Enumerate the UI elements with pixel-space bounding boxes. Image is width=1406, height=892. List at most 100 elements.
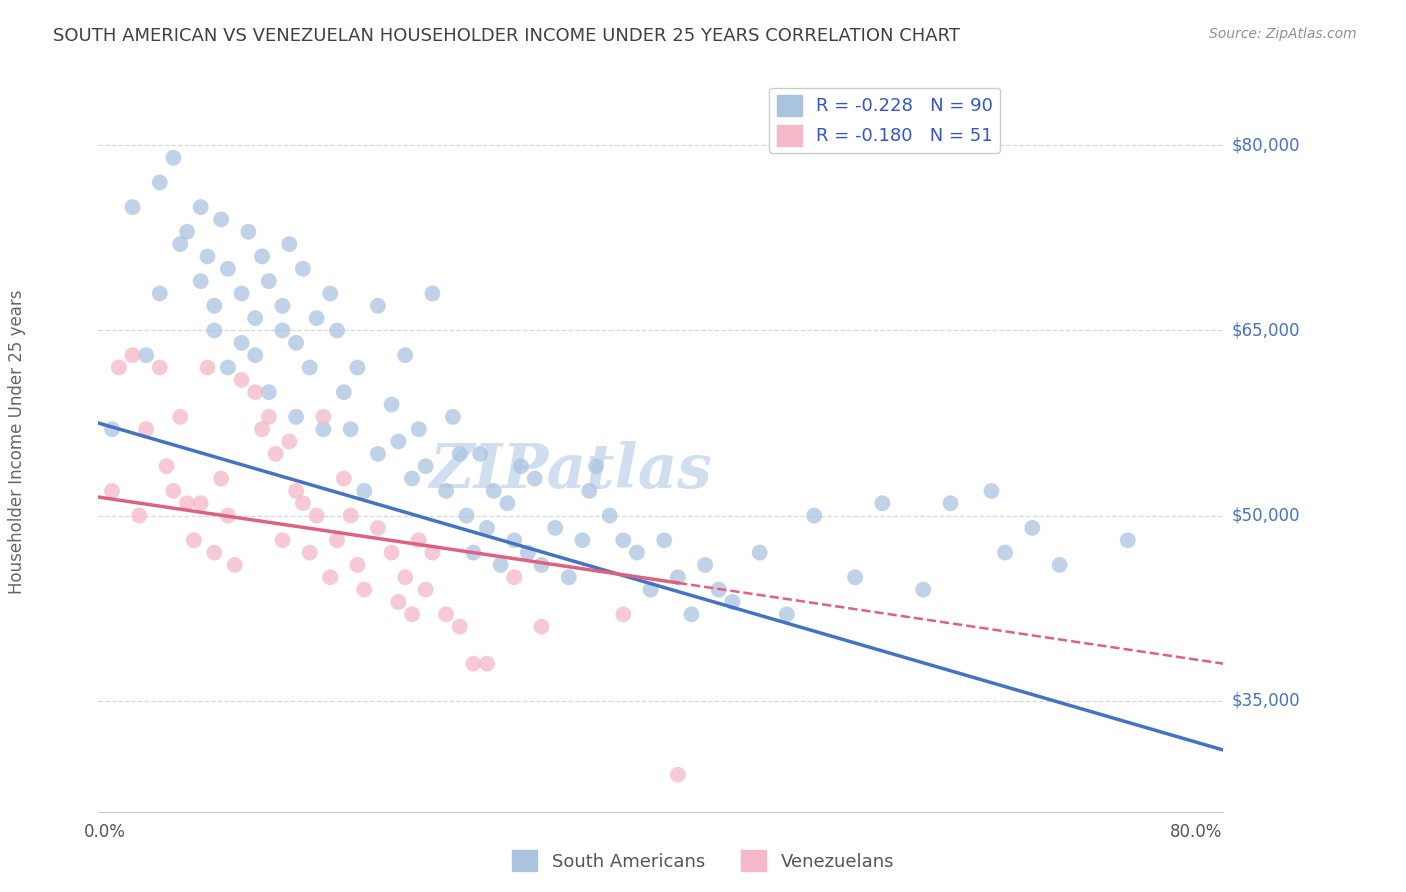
Point: [408, 422, 430, 436]
Text: $80,000: $80,000: [1232, 136, 1301, 154]
Point: [285, 335, 308, 350]
Point: [291, 261, 314, 276]
Point: [1049, 558, 1071, 572]
Point: [599, 508, 621, 523]
Point: [285, 483, 308, 498]
Point: [257, 274, 280, 288]
Point: [585, 459, 607, 474]
Point: [339, 508, 361, 523]
Point: [387, 434, 409, 449]
Point: [176, 225, 198, 239]
Point: [257, 409, 280, 424]
Point: [510, 459, 533, 474]
Point: [162, 483, 184, 498]
Point: [482, 483, 505, 498]
Point: [264, 447, 287, 461]
Point: [558, 570, 581, 584]
Point: [776, 607, 799, 622]
Point: [224, 558, 246, 572]
Legend: South Americans, Venezuelans: South Americans, Venezuelans: [505, 843, 901, 879]
Point: [202, 546, 225, 560]
Point: [231, 286, 253, 301]
Point: [298, 546, 321, 560]
Point: [415, 459, 437, 474]
Point: [456, 508, 478, 523]
Point: [380, 398, 402, 412]
Text: $35,000: $35,000: [1232, 691, 1301, 710]
Point: [101, 483, 124, 498]
Point: [190, 496, 212, 510]
Point: [544, 521, 567, 535]
Point: [155, 459, 177, 474]
Point: [305, 311, 328, 326]
Point: [516, 546, 538, 560]
Point: [626, 546, 648, 560]
Point: [748, 546, 770, 560]
Point: [470, 447, 492, 461]
Point: [231, 373, 253, 387]
Point: [394, 570, 416, 584]
Point: [312, 409, 335, 424]
Point: [190, 200, 212, 214]
Point: [434, 607, 457, 622]
Point: [339, 422, 361, 436]
Point: [271, 299, 294, 313]
Point: [128, 508, 150, 523]
Point: [319, 570, 342, 584]
Text: SOUTH AMERICAN VS VENEZUELAN HOUSEHOLDER INCOME UNDER 25 YEARS CORRELATION CHART: SOUTH AMERICAN VS VENEZUELAN HOUSEHOLDER…: [53, 27, 960, 45]
Point: [367, 521, 389, 535]
Point: [271, 533, 294, 548]
Point: [449, 619, 471, 633]
Point: [333, 471, 356, 485]
Point: [121, 348, 143, 362]
Point: [939, 496, 962, 510]
Point: [257, 385, 280, 400]
Point: [197, 360, 219, 375]
Point: [238, 225, 260, 239]
Point: [652, 533, 675, 548]
Point: [135, 348, 157, 362]
Point: [707, 582, 730, 597]
Point: [463, 546, 485, 560]
Point: [121, 200, 143, 214]
Point: [612, 533, 634, 548]
Point: [217, 261, 239, 276]
Point: [197, 250, 219, 264]
Point: [872, 496, 894, 510]
Point: [612, 607, 634, 622]
Point: [217, 508, 239, 523]
Point: [367, 447, 389, 461]
Point: [190, 274, 212, 288]
Point: [108, 360, 131, 375]
Point: [319, 286, 342, 301]
Point: [278, 237, 301, 252]
Point: [202, 299, 225, 313]
Point: [326, 324, 349, 338]
Point: [231, 335, 253, 350]
Point: [298, 360, 321, 375]
Point: [489, 558, 512, 572]
Point: [326, 533, 349, 548]
Point: [1116, 533, 1139, 548]
Text: ZIPatlas: ZIPatlas: [429, 442, 713, 501]
Point: [353, 582, 375, 597]
Point: [312, 422, 335, 436]
Text: Householder Income Under 25 years: Householder Income Under 25 years: [7, 289, 25, 594]
Point: [475, 657, 498, 671]
Point: [571, 533, 593, 548]
Point: [367, 299, 389, 313]
Point: [463, 657, 485, 671]
Point: [475, 521, 498, 535]
Point: [101, 422, 124, 436]
Point: [394, 348, 416, 362]
Point: [401, 607, 423, 622]
Text: Source: ZipAtlas.com: Source: ZipAtlas.com: [1209, 27, 1357, 41]
Point: [578, 483, 600, 498]
Point: [523, 471, 546, 485]
Point: [387, 595, 409, 609]
Point: [209, 471, 232, 485]
Point: [994, 546, 1017, 560]
Point: [176, 496, 198, 510]
Point: [1021, 521, 1043, 535]
Point: [346, 360, 368, 375]
